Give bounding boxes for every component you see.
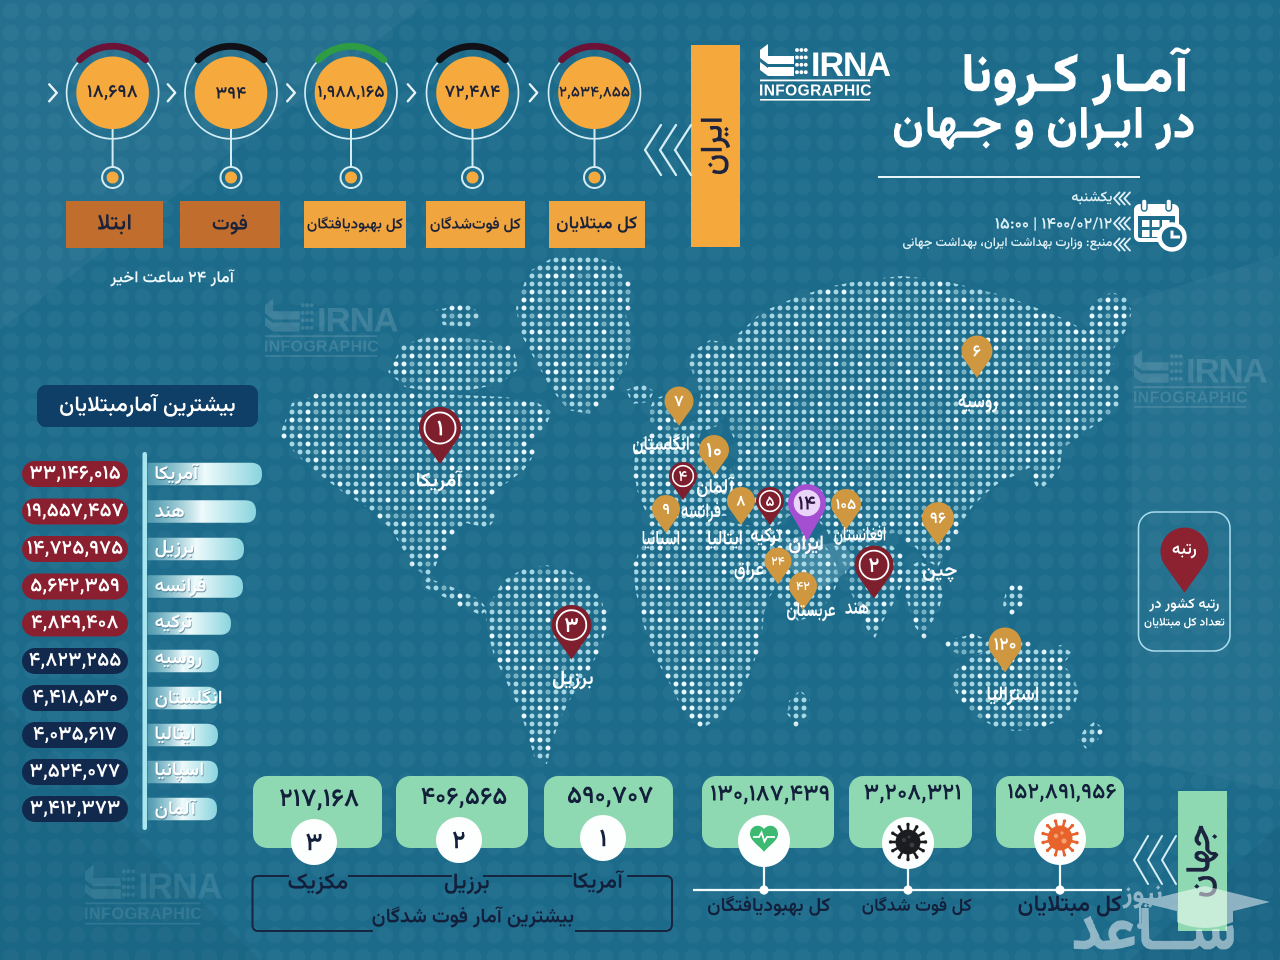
svg-text:IRNA: IRNA: [317, 302, 399, 340]
svg-text:INFOGRAPHIC: INFOGRAPHIC: [264, 339, 379, 356]
svg-text:IRNA: IRNA: [1186, 353, 1268, 391]
svg-text:INFOGRAPHIC: INFOGRAPHIC: [84, 905, 202, 923]
svg-text:IRNA: IRNA: [811, 46, 891, 84]
svg-text:IRNA: IRNA: [139, 867, 222, 907]
svg-text:INFOGRAPHIC: INFOGRAPHIC: [1133, 390, 1248, 407]
svg-text:INFOGRAPHIC: INFOGRAPHIC: [759, 83, 872, 100]
